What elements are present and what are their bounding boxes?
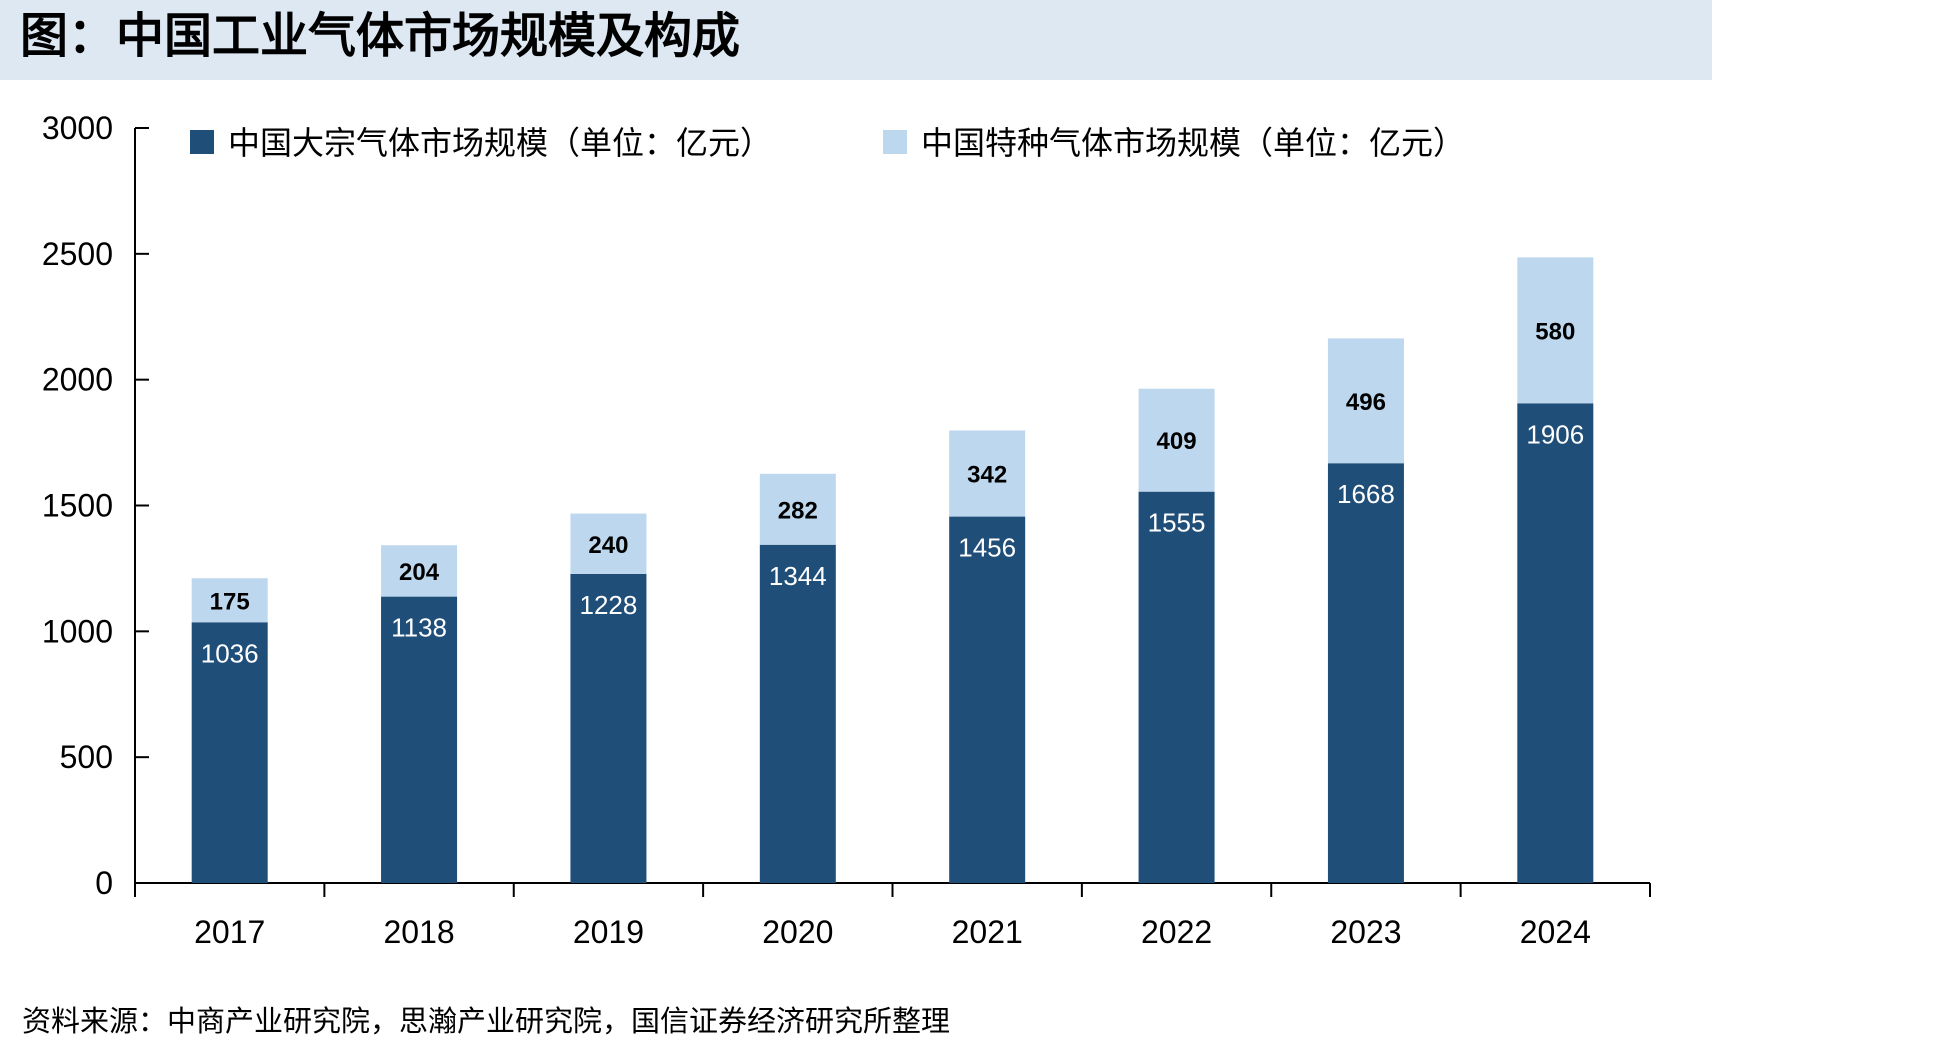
data-label-special: 409: [1157, 428, 1197, 455]
data-label-special: 282: [778, 497, 818, 524]
x-tick-label: 2021: [952, 914, 1023, 950]
x-tick-label: 2024: [1520, 914, 1591, 950]
source-note: 资料来源：中商产业研究院，思瀚产业研究院，国信证券经济研究所整理: [22, 1004, 951, 1038]
data-label-special: 496: [1346, 389, 1386, 416]
bar-special: [1517, 257, 1594, 404]
data-label-special: 175: [210, 588, 250, 615]
y-tick-label: 0: [95, 865, 113, 901]
legend-swatch: [190, 130, 214, 154]
title-band: 图：中国工业气体市场规模及构成: [0, 0, 1712, 80]
x-tick-label: 2023: [1330, 914, 1401, 950]
x-tick-label: 2022: [1141, 914, 1212, 950]
chart-title: 图：中国工业气体市场规模及构成: [20, 8, 741, 64]
y-tick-label: 2000: [42, 362, 113, 398]
data-label-bulk: 1138: [391, 613, 447, 643]
stacked-bar-chart: 0 500 1000 1500 2000 2500 3000 2017 2018 2019 202…: [42, 110, 1651, 950]
y-tick-label: 3000: [42, 110, 113, 146]
x-tick-label: 2017: [194, 914, 265, 950]
bar-special: [949, 430, 1026, 517]
data-label-bulk: 1344: [769, 561, 827, 591]
bar-special: [191, 578, 268, 623]
data-label-bulk: 1228: [580, 590, 638, 620]
bar-bulk: [949, 516, 1026, 883]
y-tick-label: 1500: [42, 488, 113, 524]
bar-bulk: [759, 544, 836, 883]
legend-label: 中国大宗气体市场规模（单位：亿元）: [228, 124, 772, 162]
data-label-bulk: 1668: [1337, 479, 1395, 509]
y-tick-label: 2500: [42, 236, 113, 272]
bar-special: [759, 473, 836, 545]
legend-swatch: [883, 130, 907, 154]
data-label-special: 342: [967, 462, 1007, 489]
data-label-special: 240: [588, 532, 628, 559]
x-tick-label: 2019: [573, 914, 644, 950]
bar-bulk: [1138, 491, 1215, 883]
y-tick-label: 500: [60, 739, 113, 775]
bar-bulk: [191, 622, 268, 883]
bar-special: [381, 545, 458, 597]
bar-special: [1327, 338, 1404, 464]
y-axis: 0 500 1000 1500 2000 2500 3000: [42, 110, 149, 901]
x-tick-label: 2020: [762, 914, 833, 950]
bar-bulk: [570, 573, 647, 883]
bar-special: [1138, 388, 1215, 492]
y-tick-label: 1000: [42, 613, 113, 649]
legend: 中国大宗气体市场规模（单位：亿元） 中国特种气体市场规模（单位：亿元）: [190, 124, 1465, 162]
x-tick-label: 2018: [383, 914, 454, 950]
x-axis: 2017 2018 2019 2020 2021 2022 2023 2024: [134, 882, 1651, 950]
data-label-bulk: 1036: [201, 638, 259, 668]
bar-special: [570, 513, 647, 574]
bars: 1036 175 1138 204 1228 240 1344 282 1456 342 1555 4…: [191, 257, 1594, 883]
legend-label: 中国特种气体市场规模（单位：亿元）: [921, 124, 1465, 162]
data-label-special: 204: [399, 559, 440, 586]
data-label-special: 580: [1535, 318, 1575, 345]
bar-bulk: [1327, 463, 1404, 883]
data-label-bulk: 1906: [1526, 419, 1584, 449]
data-label-bulk: 1555: [1148, 508, 1206, 538]
bar-bulk: [381, 596, 458, 883]
data-label-bulk: 1456: [958, 533, 1016, 563]
bar-bulk: [1517, 403, 1594, 883]
